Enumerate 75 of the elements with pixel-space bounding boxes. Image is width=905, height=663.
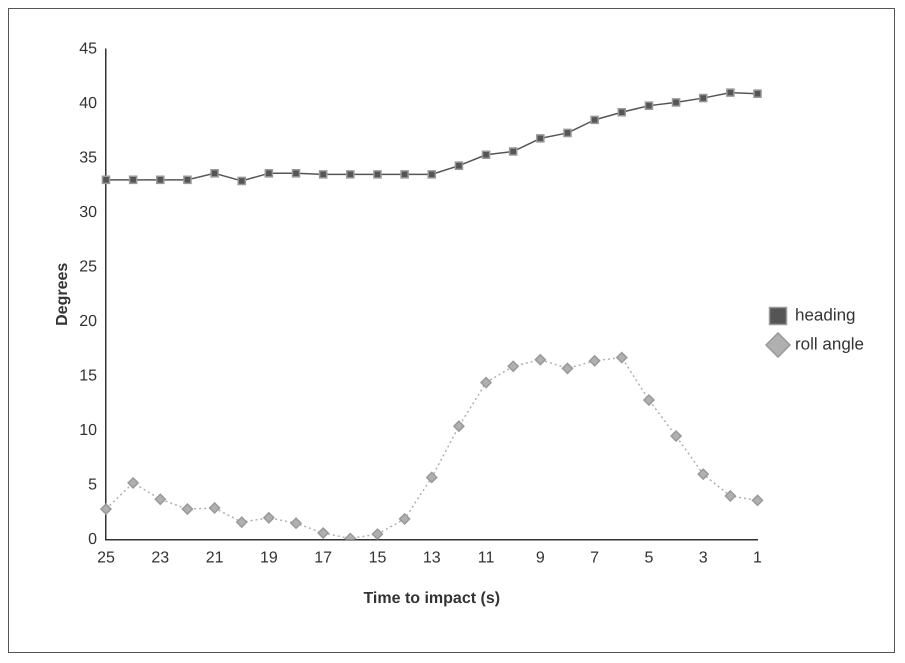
x-tick-label: 9 — [536, 550, 545, 567]
point — [154, 494, 166, 506]
point — [373, 170, 382, 179]
point — [617, 108, 626, 117]
point — [426, 472, 438, 484]
point — [480, 376, 492, 388]
y-tick-label: 40 — [79, 94, 98, 112]
y-tick-label: 0 — [88, 531, 98, 548]
point — [290, 517, 302, 529]
point — [127, 477, 139, 489]
point — [372, 528, 384, 540]
point — [534, 354, 546, 366]
x-tick-label: 19 — [260, 550, 278, 567]
x-tick-label: 13 — [422, 550, 441, 567]
point — [563, 128, 572, 138]
x-tick-label: 5 — [644, 550, 654, 567]
legend-label: heading — [795, 306, 856, 325]
point — [724, 490, 736, 502]
x-tick-label: 11 — [478, 550, 494, 567]
point — [398, 513, 410, 525]
point — [507, 360, 519, 372]
x-tick-label: 21 — [206, 550, 224, 567]
point — [698, 94, 708, 102]
point — [156, 176, 165, 184]
y-tick-label: 5 — [88, 476, 98, 494]
point — [427, 170, 436, 179]
y-tick-label: 35 — [79, 149, 98, 166]
point — [616, 352, 628, 364]
point — [236, 516, 248, 528]
point — [400, 170, 409, 179]
point — [210, 169, 219, 178]
y-tick-label: 15 — [79, 367, 98, 384]
y-tick-label: 25 — [79, 258, 98, 276]
point — [208, 502, 220, 514]
y-tick-label: 45 — [79, 40, 98, 58]
point — [588, 355, 600, 367]
point — [183, 176, 192, 184]
point — [128, 176, 138, 184]
point — [182, 503, 194, 515]
point — [590, 116, 599, 124]
point — [346, 170, 355, 179]
point — [697, 468, 709, 480]
point — [670, 430, 682, 442]
point — [237, 176, 246, 186]
x-tick-label: 23 — [151, 550, 170, 567]
point — [726, 88, 735, 97]
point — [292, 169, 300, 178]
point — [317, 527, 329, 539]
x-axis-title: Time to impact (s) — [363, 590, 500, 607]
point — [536, 134, 545, 143]
point — [752, 494, 764, 506]
y-axis-title: Degrees — [54, 262, 72, 326]
point — [644, 101, 654, 110]
y-tick-label: 10 — [79, 422, 98, 439]
point — [102, 176, 110, 184]
point — [672, 98, 680, 107]
point — [454, 161, 464, 170]
y-tick-label: 30 — [79, 204, 98, 221]
point — [643, 394, 655, 406]
x-tick-label: 15 — [368, 550, 386, 567]
point — [562, 362, 574, 374]
point — [453, 420, 465, 432]
point — [263, 512, 275, 524]
x-tick-label: 17 — [314, 550, 332, 567]
legend-label: roll angle — [795, 334, 864, 354]
point — [264, 169, 274, 178]
y-tick-label: 20 — [79, 312, 98, 330]
point — [100, 503, 112, 515]
x-tick-label: 1 — [753, 550, 762, 567]
x-tick-label: 7 — [590, 550, 600, 567]
point — [318, 170, 328, 179]
point — [508, 147, 518, 156]
point — [753, 89, 762, 98]
point — [482, 150, 490, 160]
x-tick-label: 3 — [698, 550, 708, 567]
